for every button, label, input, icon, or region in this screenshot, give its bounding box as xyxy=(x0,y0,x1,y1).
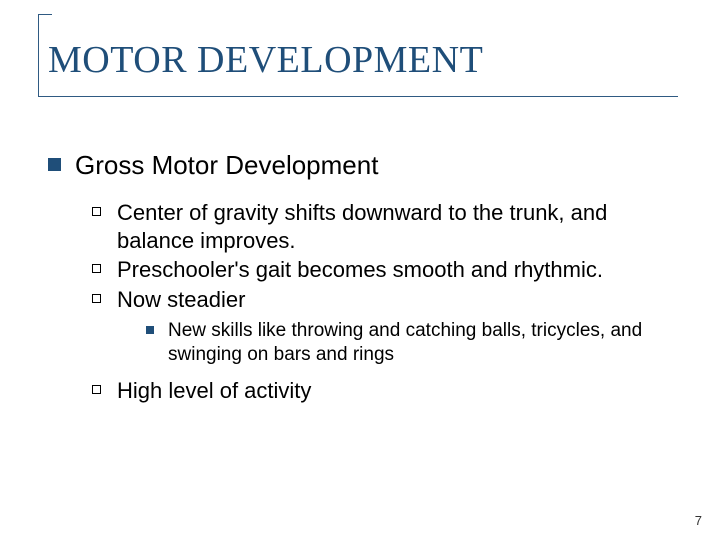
bullet-level3: New skills like throwing and catching ba… xyxy=(146,319,678,367)
hollow-square-icon xyxy=(92,264,101,273)
subpoint-text: New skills like throwing and catching ba… xyxy=(168,319,678,367)
level3-group: New skills like throwing and catching ba… xyxy=(146,319,678,367)
bullet-level2: Now steadier xyxy=(92,286,678,314)
title-rule-bottom xyxy=(38,96,678,97)
bullet-level2: Preschooler's gait becomes smooth and rh… xyxy=(92,256,678,284)
bullet-level2: Center of gravity shifts downward to the… xyxy=(92,199,678,254)
point-text: Center of gravity shifts downward to the… xyxy=(117,199,678,254)
point-text: High level of activity xyxy=(117,377,311,405)
point-text: Preschooler's gait becomes smooth and rh… xyxy=(117,256,603,284)
title-rule-top xyxy=(38,14,52,15)
level2-group: Center of gravity shifts downward to the… xyxy=(92,199,678,404)
bullet-level1: Gross Motor Development xyxy=(48,150,678,181)
small-square-icon xyxy=(146,326,154,334)
content-area: Gross Motor Development Center of gravit… xyxy=(48,150,678,406)
slide-title: MOTOR DEVELOPMENT xyxy=(48,38,483,82)
hollow-square-icon xyxy=(92,207,101,216)
square-bullet-icon xyxy=(48,158,61,171)
point-text: Now steadier xyxy=(117,286,245,314)
page-number: 7 xyxy=(695,513,702,528)
hollow-square-icon xyxy=(92,294,101,303)
bullet-level2: High level of activity xyxy=(92,377,678,405)
heading-text: Gross Motor Development xyxy=(75,150,378,181)
hollow-square-icon xyxy=(92,385,101,394)
title-rule-left xyxy=(38,14,39,97)
